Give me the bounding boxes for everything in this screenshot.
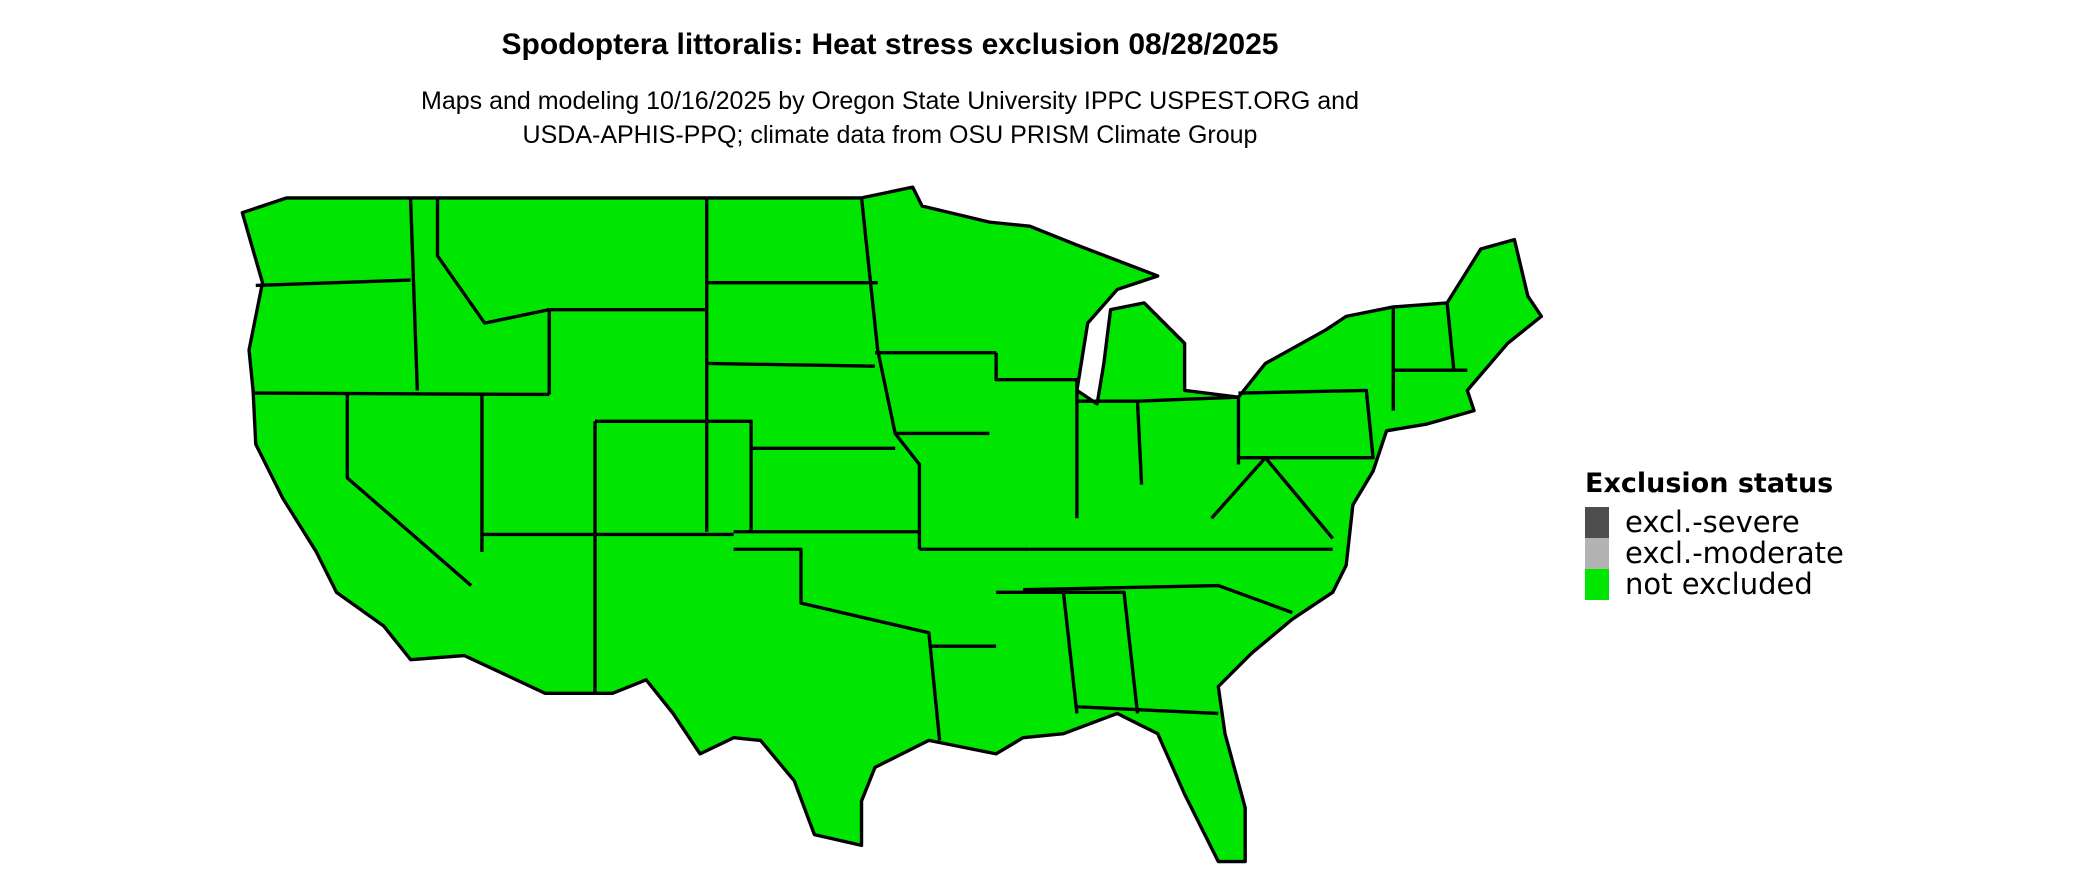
us-outline <box>240 185 1544 864</box>
legend-item-moderate: excl.-moderate <box>1585 538 1844 569</box>
legend-swatch-severe <box>1585 507 1609 538</box>
legend: Exclusion status excl.-severe excl.-mode… <box>1585 468 1844 600</box>
subtitle-line-2: USDA-APHIS-PPQ; climate data from OSU PR… <box>522 121 1258 149</box>
legend-swatch-not-excluded <box>1585 569 1609 600</box>
legend-title: Exclusion status <box>1585 468 1834 499</box>
subtitle-line-1: Maps and modeling 10/16/2025 by Oregon S… <box>421 87 1359 115</box>
legend-swatch-moderate <box>1585 538 1609 569</box>
legend-label: excl.-severe <box>1625 505 1800 539</box>
legend-item-not-excluded: not excluded <box>1585 569 1844 600</box>
map-title: Spodoptera littoralis: Heat stress exclu… <box>501 28 1279 61</box>
map-subtitle: Maps and modeling 10/16/2025 by Oregon S… <box>0 84 1780 152</box>
legend-label: excl.-moderate <box>1625 536 1844 570</box>
state-borders <box>253 197 1468 741</box>
legend-item-severe: excl.-severe <box>1585 507 1844 538</box>
legend-label: not excluded <box>1625 567 1813 601</box>
